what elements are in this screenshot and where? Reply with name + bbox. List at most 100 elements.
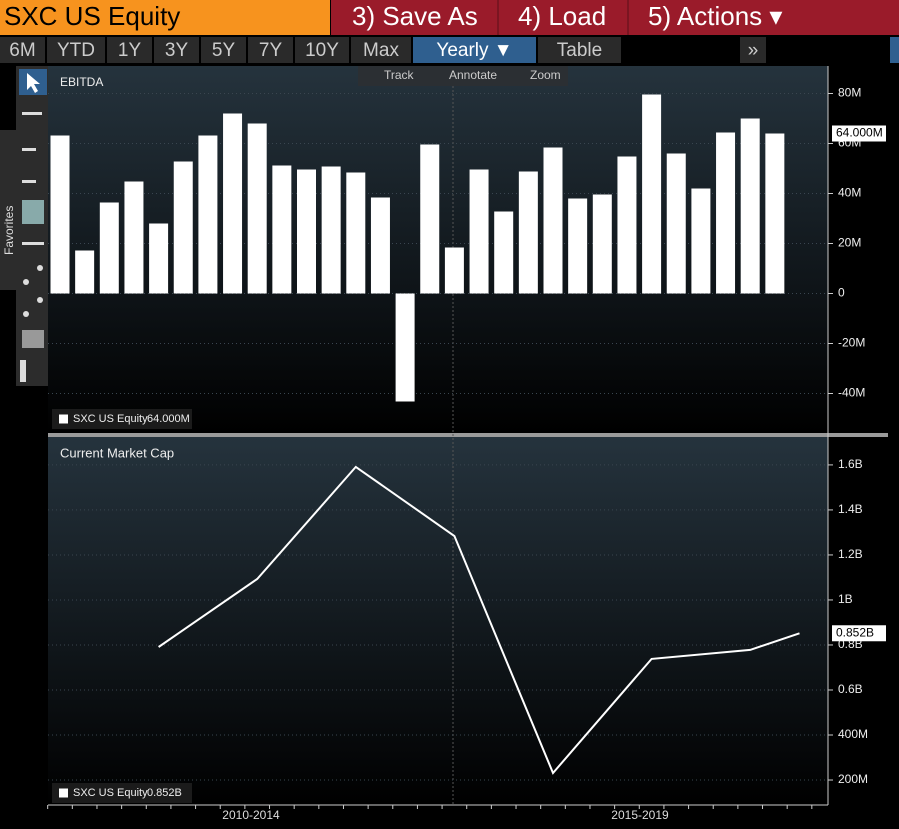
bar	[223, 113, 243, 294]
bar	[149, 223, 169, 294]
y-tick-label: 20M	[838, 236, 861, 250]
bar	[247, 123, 267, 294]
bar	[740, 118, 760, 294]
bar	[469, 169, 489, 294]
x-period-label: 2015-2019	[611, 808, 669, 822]
y-tick-label: 0	[838, 286, 845, 300]
bar	[642, 94, 662, 294]
tab[interactable]	[295, 37, 349, 63]
tab-label[interactable]: 3Y	[165, 40, 189, 61]
tab-label[interactable]: »	[748, 40, 759, 61]
tab[interactable]	[740, 37, 766, 63]
favorites[interactable]: Favorites	[2, 206, 16, 255]
bar	[346, 172, 366, 294]
tool[interactable]: Track	[384, 68, 415, 82]
menu-bar	[331, 0, 899, 35]
tool-icons	[20, 112, 44, 382]
y-tick-label: -20M	[838, 336, 865, 350]
tab[interactable]	[538, 37, 621, 63]
tab[interactable]	[0, 37, 45, 63]
legend-name: SXC US Equity	[73, 787, 148, 799]
bar	[444, 247, 464, 294]
tab-label[interactable]: Yearly ▼	[436, 40, 512, 61]
ticker-bar	[0, 0, 330, 35]
tab-label[interactable]: 10Y	[305, 40, 339, 61]
y-tick-label: 1.4B	[838, 502, 863, 516]
tab[interactable]	[107, 37, 152, 63]
bar	[568, 198, 588, 294]
legend-swatch	[59, 788, 68, 798]
panel-title: Current Market Cap	[60, 445, 174, 460]
y-tick-label: 400M	[838, 727, 868, 741]
legend-value: 64.000M	[147, 413, 190, 425]
legend-bg	[52, 783, 192, 803]
legend-name: SXC US Equity	[73, 413, 148, 425]
panel-divider	[48, 433, 888, 437]
last-value: 0.852B	[836, 625, 874, 639]
bar	[370, 197, 390, 294]
bar	[124, 181, 144, 294]
bar	[297, 169, 316, 294]
tab-label[interactable]: 6M	[9, 40, 35, 61]
y-tick-label: 1.6B	[838, 457, 863, 471]
y-tick-label: 200M	[838, 772, 868, 786]
tab[interactable]	[351, 37, 411, 63]
tool[interactable]: Zoom	[530, 68, 561, 82]
bar	[321, 166, 341, 294]
tool-bar	[358, 66, 568, 86]
bar	[99, 202, 119, 294]
y-tick-label: 1B	[838, 592, 853, 606]
bar	[198, 135, 218, 294]
legend-swatch	[59, 414, 68, 424]
y-tick-label: -40M	[838, 386, 865, 400]
y-tick-label: 40M	[838, 186, 861, 200]
y-tick-label: 80M	[838, 86, 861, 100]
bar	[765, 133, 785, 294]
bar	[420, 144, 440, 294]
line	[158, 465, 800, 775]
last-value: 64.000M	[836, 126, 883, 140]
bar	[617, 156, 637, 294]
tool[interactable]: Annotate	[449, 68, 497, 82]
menu-item[interactable]: 4) Load	[518, 1, 606, 31]
tab-label[interactable]: 5Y	[212, 40, 236, 61]
tab[interactable]	[413, 37, 536, 63]
legend-bg	[52, 409, 192, 429]
bar	[494, 211, 514, 294]
bar	[592, 194, 612, 294]
x-period-label: 2010-2014	[222, 808, 280, 822]
tab-end	[890, 37, 899, 63]
bar	[518, 171, 538, 294]
tab[interactable]	[47, 37, 105, 63]
bar	[75, 250, 95, 294]
menu-item[interactable]: 5) Actions ▾	[648, 1, 782, 31]
ticker: SXC US Equity	[4, 1, 180, 31]
bar	[716, 132, 736, 294]
tab[interactable]	[154, 37, 199, 63]
tab[interactable]	[201, 37, 246, 63]
menu-item[interactable]: 3) Save As	[352, 1, 478, 31]
tab-label[interactable]: 1Y	[118, 40, 142, 61]
tab-label[interactable]: Table	[557, 40, 602, 61]
tab-label[interactable]: YTD	[57, 40, 95, 61]
bar	[173, 161, 193, 294]
tab-label[interactable]: Max	[363, 40, 399, 61]
favorites-tab[interactable]	[0, 130, 16, 290]
last-value-box	[832, 625, 886, 642]
tab[interactable]	[248, 37, 293, 63]
bar	[50, 135, 70, 294]
panel-bg	[48, 437, 828, 805]
legend-value: 0.852B	[147, 787, 182, 799]
bar	[543, 147, 563, 294]
bar	[691, 188, 711, 294]
bar	[666, 153, 686, 294]
arrow-icon	[27, 73, 40, 93]
last-value-box	[832, 125, 886, 142]
tab-label[interactable]: 7Y	[259, 40, 283, 61]
y-tick-label: 0.6B	[838, 682, 863, 696]
bar	[395, 293, 415, 402]
bar	[272, 165, 292, 294]
y-tick-label: 1.2B	[838, 547, 863, 561]
